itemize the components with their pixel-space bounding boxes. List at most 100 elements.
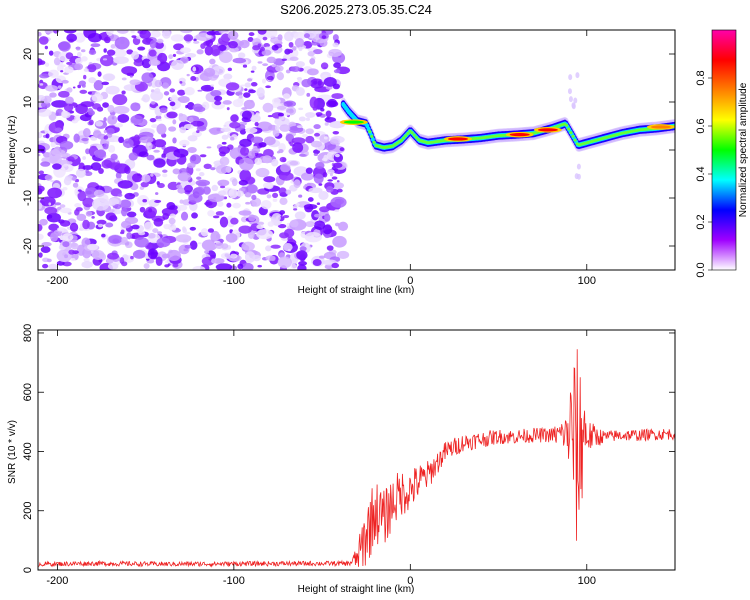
noise-blob [187,162,196,169]
noise-blob [56,249,73,263]
noise-blob [148,232,156,239]
noise-blob [38,144,46,153]
noise-blob [38,233,44,240]
noise-blob [58,41,71,52]
noise-blob [44,45,49,50]
noise-blob [38,36,49,45]
noise-blob [294,38,305,48]
noise-blob [285,189,292,195]
ridge-center [372,140,376,144]
noise-blob [262,102,274,113]
noise-blob [260,199,272,210]
noise-blob [267,221,275,227]
noise-blob [267,115,273,118]
noise-blob [232,202,241,209]
noise-blob [70,257,76,262]
noise-blob [179,139,190,147]
noise-blob [262,182,273,189]
spectrogram-marks [38,30,675,270]
noise-blob [44,174,53,181]
noise-blob [38,31,42,37]
noise-blob [65,52,74,60]
noise-blob [171,94,178,100]
noise-blob [172,53,177,57]
noise-blob [157,231,163,235]
noise-blob [96,219,107,225]
noise-blob [196,176,202,180]
noise-blob [150,100,156,105]
noise-blob [179,199,184,204]
noise-blob [121,77,127,81]
noise-blob [310,140,323,148]
noise-blob [90,43,101,48]
noise-blob [88,119,94,126]
noise-blob [214,95,223,102]
noise-blob [75,207,83,212]
noise-blob [134,237,149,248]
noise-blob [237,52,246,59]
noise-blob [333,62,342,69]
noise-blob [336,180,340,183]
noise-blob [119,257,125,264]
noise-blob [81,84,86,88]
noise-blob [72,86,76,89]
noise-blob [282,214,290,219]
noise-blob [266,56,277,64]
noise-blob [42,152,51,158]
noise-blob [184,231,191,235]
noise-blob [157,183,165,189]
noise-blob [219,216,229,228]
colorbar-tick-label: 0.8 [695,70,707,85]
ridge-peak [447,137,468,141]
noise-blob [263,43,271,48]
noise-blob [241,241,255,251]
noise-blob [93,79,104,91]
noise-blob [71,242,79,250]
noise-blob [85,210,93,217]
noise-blob [250,82,258,87]
noise-blob [240,84,245,87]
noise-blob [314,132,320,137]
noise-blob [230,114,239,123]
noise-blob [155,256,163,266]
noise-blob [153,139,167,148]
noise-blob [98,167,104,174]
y-tick-label: 800 [22,324,34,342]
noise-blob [168,217,176,225]
noise-blob [332,131,340,135]
noise-blob [257,30,267,35]
noise-blob [219,156,230,166]
noise-blob [204,250,210,254]
noise-blob [305,128,314,135]
noise-blob [323,154,328,162]
noise-blob [41,241,52,247]
noise-blob [196,130,200,134]
noise-blob [97,71,102,77]
noise-blob [112,238,120,244]
noise-blob [130,102,141,112]
y-tick-label: -20 [22,238,34,254]
noise-blob [42,263,49,269]
noise-blob [157,61,171,72]
x-tick-label: -200 [46,575,68,587]
noise-blob [225,82,240,91]
noise-blob [324,116,337,123]
noise-blob [276,105,287,110]
noise-blob [97,223,104,228]
noise-blob [88,49,97,55]
noise-blob [113,105,130,115]
noise-blob [240,146,250,156]
noise-blob [47,187,63,199]
noise-blob [140,181,149,188]
noise-blob [38,132,43,139]
noise-blob [61,110,68,117]
noise-blob [226,202,232,208]
colorbar-tick-label: 0.4 [695,166,707,181]
noise-blob [166,202,176,210]
noise-blob [172,119,177,125]
noise-blob [124,192,136,200]
noise-blob [242,64,248,68]
noise-blob [201,256,215,266]
noise-blob [50,180,55,183]
noise-blob [284,31,294,42]
